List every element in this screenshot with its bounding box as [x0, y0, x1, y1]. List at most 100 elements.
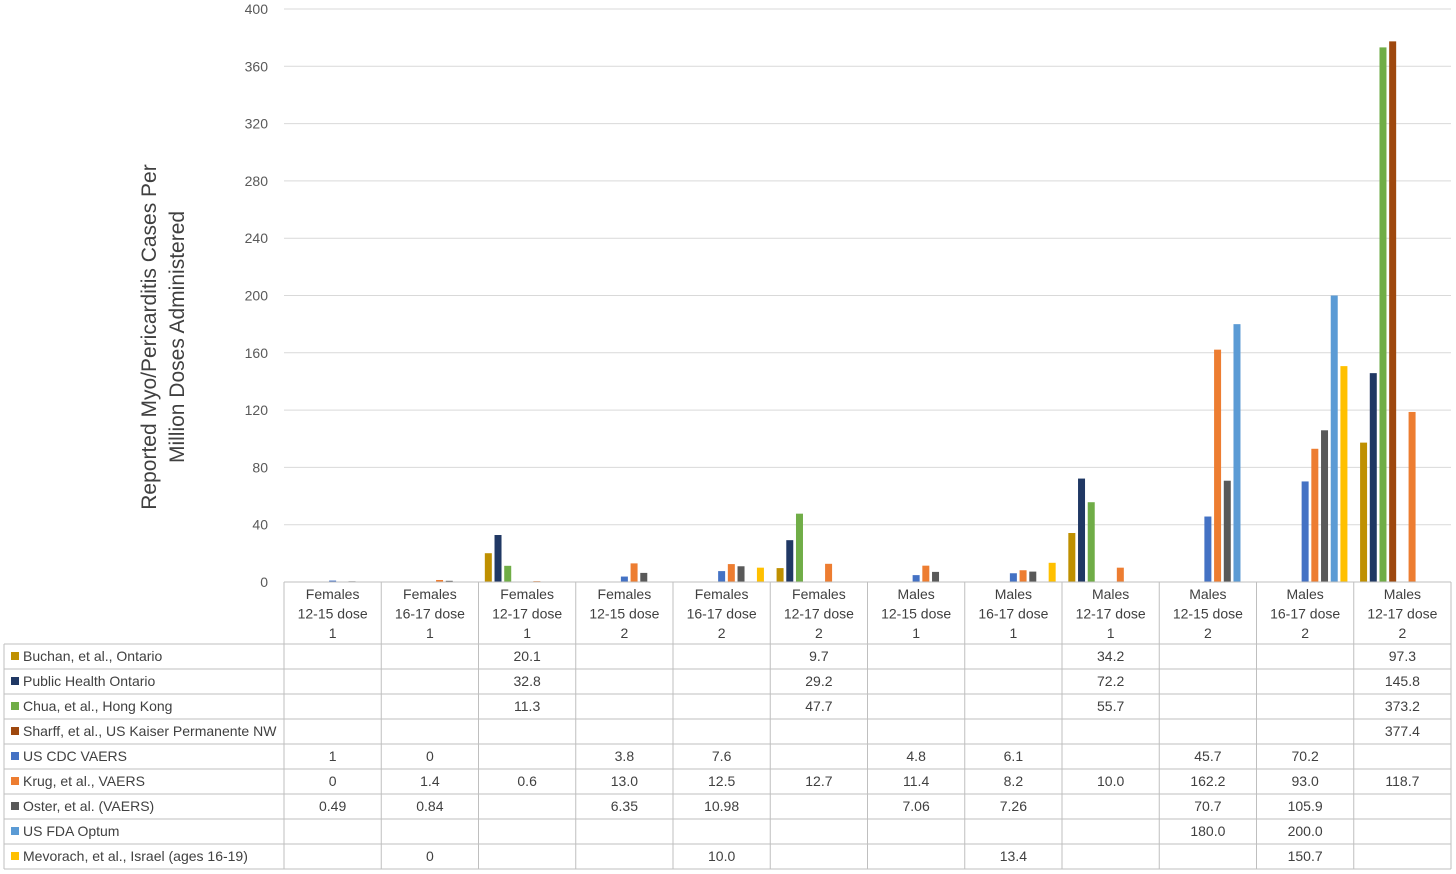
- bar: US CDC VAERS: 4.8: [912, 575, 920, 582]
- legend-key: [11, 702, 19, 710]
- bar: US CDC VAERS: 3.8: [620, 576, 628, 582]
- x-tick-label: 12-17 dose: [492, 606, 562, 622]
- x-tick-label: 16-17 dose: [978, 606, 1048, 622]
- data-label: 97.3: [1389, 648, 1416, 664]
- data-label: 4.8: [906, 748, 926, 764]
- bar: Buchan, et al., Ontario: 34.2: [1068, 533, 1076, 582]
- bar: US CDC VAERS: 6.1: [1009, 573, 1017, 582]
- legend-label: Sharff, et al., US Kaiser Permanente NW: [23, 723, 277, 739]
- y-tick-label: 120: [245, 402, 269, 418]
- legend-key: [11, 827, 19, 835]
- x-tick-label: 2: [815, 625, 823, 641]
- bar: Chua, et al., Hong Kong: 47.7: [795, 513, 803, 582]
- data-label: 6.35: [611, 798, 638, 814]
- data-label: 162.2: [1190, 773, 1225, 789]
- bar: Krug, et al., VAERS: 13.0: [630, 563, 638, 582]
- bar: Krug, et al., VAERS: 162.2: [1214, 349, 1222, 582]
- bar: Oster, et al. (VAERS): 105.9: [1321, 430, 1329, 582]
- bar: Chua, et al., Hong Kong: 11.3: [504, 565, 512, 582]
- bar: Oster, et al. (VAERS): 6.35: [640, 572, 648, 582]
- gridlines: [284, 8, 1451, 583]
- data-label: 0.84: [416, 798, 443, 814]
- x-tick-label: 12-15 dose: [298, 606, 368, 622]
- data-label: 47.7: [805, 698, 832, 714]
- bar: Buchan, et al., Ontario: 97.3: [1360, 442, 1368, 582]
- data-label: 12.7: [805, 773, 832, 789]
- x-tick-label: 16-17 dose: [687, 606, 757, 622]
- data-label: 377.4: [1385, 723, 1420, 739]
- data-label: 0.49: [319, 798, 346, 814]
- y-tick-label: 40: [252, 517, 268, 533]
- x-tick-label: 1: [426, 625, 434, 641]
- legend-label: Krug, et al., VAERS: [23, 773, 145, 789]
- bar: US CDC VAERS: 70.2: [1301, 481, 1309, 582]
- x-tick-label: Males: [1286, 586, 1323, 602]
- x-tick-label: Males: [995, 586, 1032, 602]
- data-label: 0: [426, 848, 434, 864]
- data-label: 29.2: [805, 673, 832, 689]
- bar: Mevorach, et al., Israel (ages 16-19): 1…: [1340, 366, 1348, 582]
- legend-label: US CDC VAERS: [23, 748, 127, 764]
- bar: Krug, et al., VAERS: 11.4: [922, 565, 930, 582]
- bar: Krug, et al., VAERS: 10.0: [1116, 567, 1124, 582]
- data-label: 145.8: [1385, 673, 1420, 689]
- data-label: 6.1: [1004, 748, 1024, 764]
- data-label: 93.0: [1292, 773, 1319, 789]
- x-tick-label: 2: [1398, 625, 1406, 641]
- legend-key: [11, 852, 19, 860]
- data-table: Females 12-15 dose 1 Females 16-17 dose 1 Fema…: [3, 581, 1452, 870]
- legend-key: [11, 677, 19, 685]
- bar: US CDC VAERS: 45.7: [1204, 516, 1212, 582]
- data-label: 373.2: [1385, 698, 1420, 714]
- data-label: 7.26: [1000, 798, 1027, 814]
- data-label: 118.7: [1385, 773, 1419, 789]
- bar: Public Health Ontario: 29.2: [786, 540, 794, 582]
- bar: US FDA Optum: 180.0: [1233, 324, 1241, 582]
- y-tick-label: 280: [245, 173, 269, 189]
- bar: Chua, et al., Hong Kong: 373.2: [1379, 47, 1387, 582]
- legend-label: Oster, et al. (VAERS): [23, 798, 154, 814]
- data-label: 45.7: [1194, 748, 1221, 764]
- x-tick-label: 1: [329, 625, 337, 641]
- y-tick-label: 160: [245, 345, 269, 361]
- bar: US FDA Optum: 200.0: [1330, 295, 1338, 582]
- bar: Buchan, et al., Ontario: 9.7: [776, 568, 784, 582]
- data-label: 10.98: [704, 798, 739, 814]
- x-tick-label: 12-15 dose: [881, 606, 951, 622]
- data-label: 7.06: [903, 798, 930, 814]
- data-label: 12.5: [708, 773, 735, 789]
- bar: US CDC VAERS: 1: [329, 580, 337, 582]
- data-label: 8.2: [1004, 773, 1024, 789]
- x-tick-label: 1: [523, 625, 531, 641]
- data-label: 20.1: [514, 648, 541, 664]
- legend-key: [11, 727, 19, 735]
- bar: Mevorach, et al., Israel (ages 16-19): 1…: [1048, 562, 1056, 582]
- bar: Chua, et al., Hong Kong: 55.7: [1087, 502, 1095, 582]
- x-tick-label: 2: [1301, 625, 1309, 641]
- data-label: 32.8: [514, 673, 541, 689]
- y-tick-label: 400: [245, 1, 269, 17]
- legend-label: Public Health Ontario: [23, 673, 156, 689]
- legend-key: [11, 652, 19, 660]
- data-label: 105.9: [1288, 798, 1323, 814]
- data-label: 0: [329, 773, 337, 789]
- bar: Oster, et al. (VAERS): 7.26: [1029, 571, 1037, 582]
- data-label: 150.7: [1288, 848, 1323, 864]
- data-label: 1: [329, 748, 337, 764]
- data-label: 10.0: [1097, 773, 1124, 789]
- x-tick-label: 1: [912, 625, 920, 641]
- data-label: 13.4: [1000, 848, 1027, 864]
- data-label: 70.2: [1292, 748, 1319, 764]
- data-label: 200.0: [1288, 823, 1323, 839]
- x-tick-label: 1: [1107, 625, 1115, 641]
- bar: Oster, et al. (VAERS): 10.98: [737, 566, 745, 582]
- x-tick-label: 12-17 dose: [1367, 606, 1437, 622]
- data-label: 72.2: [1097, 673, 1124, 689]
- x-tick-label: 1: [1009, 625, 1017, 641]
- bar: Krug, et al., VAERS: 12.5: [727, 564, 735, 582]
- bar: Krug, et al., VAERS: 93.0: [1311, 448, 1319, 582]
- y-tick-label: 80: [252, 459, 268, 475]
- data-label: 13.0: [611, 773, 638, 789]
- data-label: 11.3: [514, 698, 540, 714]
- x-tick-label: 16-17 dose: [395, 606, 465, 622]
